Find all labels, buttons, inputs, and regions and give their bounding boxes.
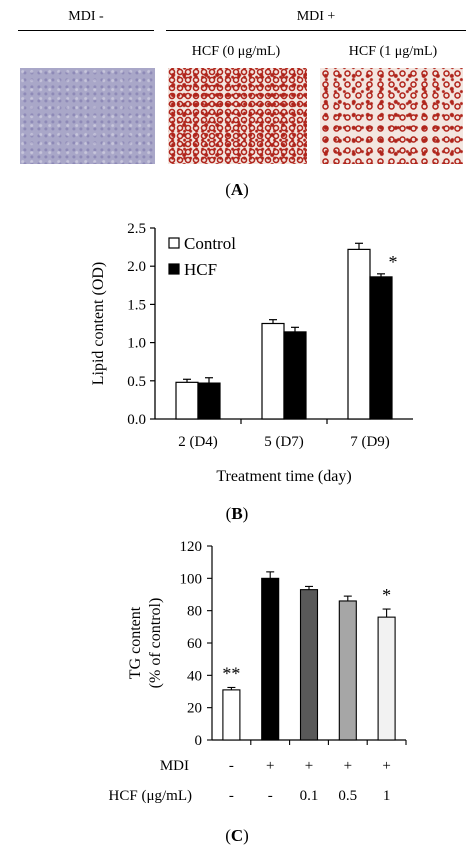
y-tick-label: 0.5 — [127, 374, 146, 390]
tg-bar — [222, 689, 241, 741]
y-tick-label: 1.0 — [127, 336, 146, 352]
group-label-mdi-plus: MDI + — [296, 9, 336, 24]
bar-control — [347, 248, 371, 420]
legend-label-control: Control — [184, 234, 236, 253]
y-tick-label: 2.5 — [127, 221, 146, 237]
condition-cell: - — [229, 758, 234, 774]
condition-cell: - — [268, 788, 273, 804]
y-tick-label: 120 — [180, 539, 203, 555]
group-rule-minus — [18, 30, 154, 31]
micrograph-hcf-0 — [168, 68, 307, 164]
condition-cell: + — [305, 758, 313, 774]
condition-cell: 0.5 — [338, 788, 357, 804]
y-tick-label: 1.5 — [127, 297, 146, 313]
group-rule-plus — [166, 30, 466, 31]
x-tick-label: 5 (D7) — [264, 434, 304, 450]
legend-swatch-hcf — [168, 263, 180, 275]
bar-control — [175, 381, 199, 420]
tg-bar — [261, 577, 280, 741]
x-tick-label: 2 (D4) — [178, 434, 218, 450]
tg-bar — [377, 616, 396, 741]
significance-marker: * — [382, 585, 391, 605]
y-tick-label: 2.0 — [127, 259, 146, 275]
bar-control — [261, 322, 285, 420]
condition-cell: + — [266, 758, 274, 774]
photo-label-hcf-1: HCF (1 μg/mL) — [348, 44, 438, 59]
y-tick-label: 60 — [187, 636, 202, 652]
lipid-content-chart: 0.0 0.5 1.0 1.5 2.0 2.5 2 (D4) 5 (D7) 7 (D9) * Con… — [90, 221, 413, 485]
y-axis-title-line2: (% of control) — [147, 598, 164, 689]
y-axis-title: Lipid content (OD) — [90, 262, 107, 386]
condition-cell: + — [344, 758, 352, 774]
bar-hcf — [369, 276, 393, 420]
y-tick-label: 0.0 — [127, 412, 146, 428]
condition-cell: - — [229, 788, 234, 804]
x-axis-title: Treatment time (day) — [216, 468, 351, 485]
legend-swatch-control — [168, 237, 180, 249]
y-tick-label: 20 — [187, 701, 202, 717]
condition-row-label: HCF (μg/mL) — [109, 788, 192, 804]
y-tick-label: 0 — [195, 733, 203, 749]
condition-cell: 0.1 — [300, 788, 319, 804]
x-tick-label: 7 (D9) — [350, 434, 390, 450]
micrograph-mdi-minus — [20, 68, 155, 164]
significance-marker: ** — [222, 663, 240, 683]
y-tick-label: 40 — [187, 668, 202, 684]
micrograph-hcf-1 — [320, 68, 463, 164]
y-axis-title-line1: TG content — [127, 606, 144, 679]
condition-row-label: MDI — [160, 758, 189, 774]
bar-hcf — [283, 331, 307, 420]
y-tick-label: 80 — [187, 604, 202, 620]
group-label-mdi-minus: MDI - — [68, 9, 104, 24]
bar-hcf — [197, 382, 221, 420]
significance-marker: * — [389, 252, 398, 272]
condition-cell: 1 — [383, 788, 391, 804]
legend-label-hcf: HCF — [184, 260, 217, 279]
condition-cell: + — [382, 758, 390, 774]
y-tick-label: 100 — [180, 571, 203, 587]
tg-bar — [299, 589, 319, 741]
tg-bar — [338, 600, 357, 741]
panel-c-label: (C) — [225, 826, 249, 845]
panel-b-label: (B) — [225, 504, 249, 523]
photo-label-hcf-0: HCF (0 μg/mL) — [191, 44, 281, 59]
panel-a-label: (A) — [225, 180, 249, 199]
